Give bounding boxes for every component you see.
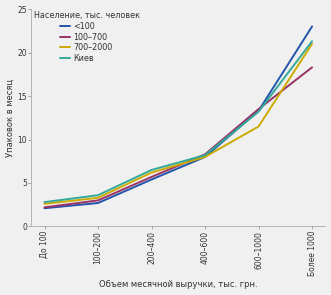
700–2000	[310, 42, 314, 46]
Line: <100: <100	[44, 27, 312, 208]
Киев	[310, 40, 314, 43]
700–2000	[96, 196, 100, 199]
Legend: <100, 100–700, 700–2000, Киев: <100, 100–700, 700–2000, Киев	[32, 10, 141, 65]
Киев	[203, 153, 207, 157]
100–700	[203, 153, 207, 156]
<100	[42, 206, 46, 210]
Киев	[42, 200, 46, 204]
100–700	[257, 107, 260, 111]
Line: 700–2000: 700–2000	[44, 44, 312, 204]
<100	[203, 155, 207, 159]
700–2000	[257, 125, 260, 128]
700–2000	[203, 155, 207, 159]
100–700	[150, 175, 154, 179]
<100	[310, 25, 314, 28]
Line: Киев: Киев	[44, 41, 312, 202]
100–700	[96, 199, 100, 202]
700–2000	[42, 202, 46, 206]
700–2000	[150, 171, 154, 174]
Line: 100–700: 100–700	[44, 67, 312, 207]
100–700	[42, 206, 46, 209]
Y-axis label: Упаковок в месяц: Упаковок в месяц	[6, 79, 15, 157]
Киев	[257, 110, 260, 114]
X-axis label: Объем месячной выручки, тыс. грн.: Объем месячной выручки, тыс. грн.	[99, 281, 258, 289]
<100	[257, 109, 260, 113]
<100	[150, 178, 154, 181]
<100	[96, 201, 100, 205]
Киев	[96, 194, 100, 197]
100–700	[310, 65, 314, 69]
Киев	[150, 168, 154, 172]
